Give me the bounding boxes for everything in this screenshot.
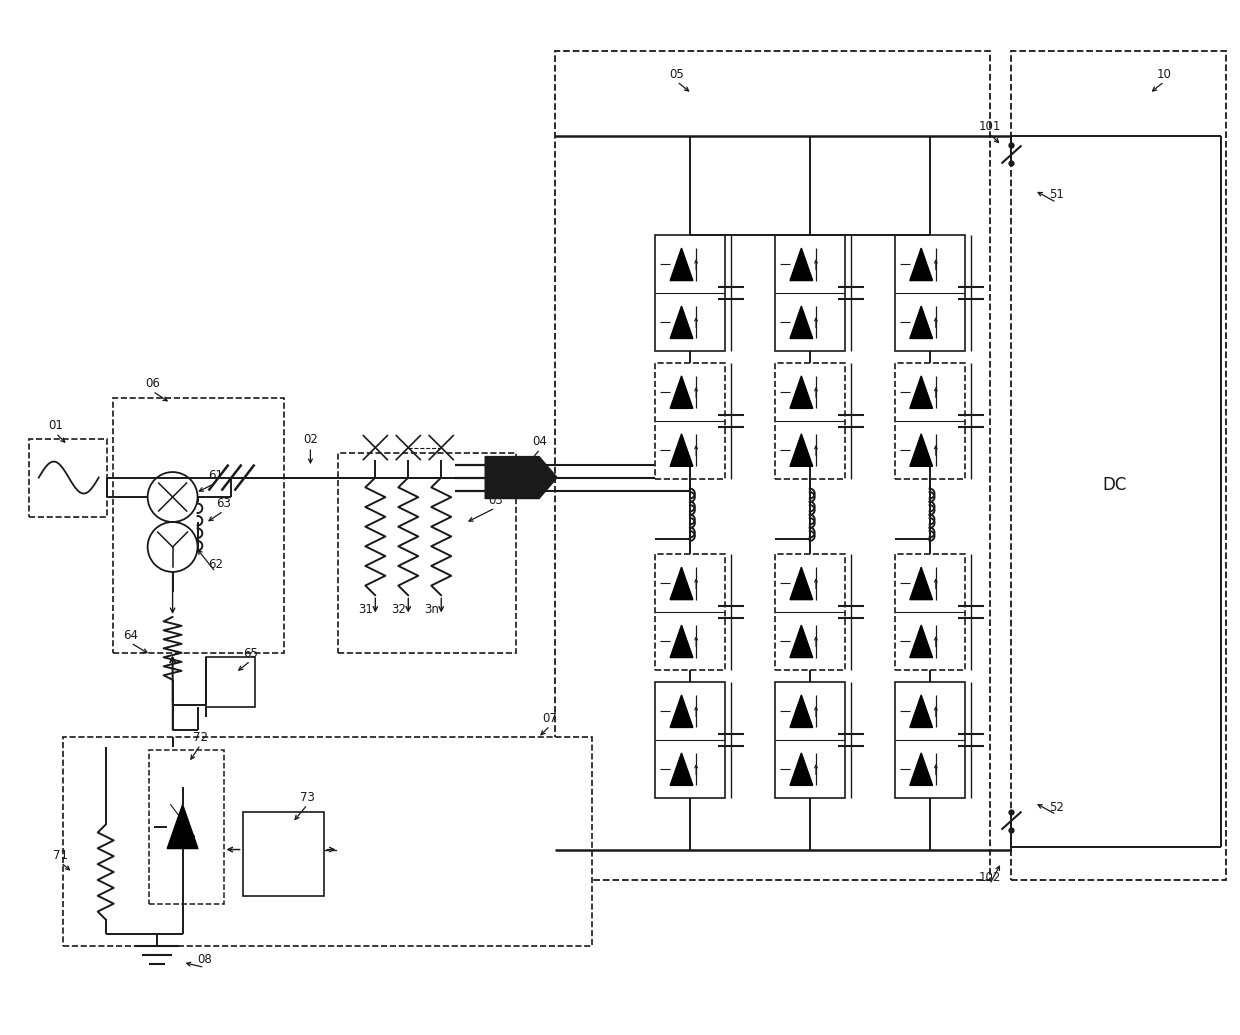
Bar xyxy=(655,363,725,479)
Text: 101: 101 xyxy=(978,119,1001,132)
Text: 07: 07 xyxy=(543,712,558,724)
Polygon shape xyxy=(910,376,932,409)
Polygon shape xyxy=(910,434,932,467)
Bar xyxy=(655,682,725,798)
Bar xyxy=(775,682,844,798)
Text: 61: 61 xyxy=(208,469,223,482)
Text: 62: 62 xyxy=(208,558,223,571)
Text: 31: 31 xyxy=(358,602,373,616)
Polygon shape xyxy=(670,696,693,728)
Bar xyxy=(775,555,844,671)
Text: 71: 71 xyxy=(53,849,68,861)
Bar xyxy=(655,555,725,671)
Polygon shape xyxy=(910,248,932,280)
Bar xyxy=(556,51,990,880)
Polygon shape xyxy=(670,306,693,338)
Bar xyxy=(775,235,844,351)
Polygon shape xyxy=(910,752,932,786)
Text: 01: 01 xyxy=(48,419,63,433)
Bar xyxy=(243,811,325,896)
Bar xyxy=(775,363,844,479)
Bar xyxy=(63,737,591,946)
Bar xyxy=(113,398,284,653)
Polygon shape xyxy=(670,625,693,657)
Polygon shape xyxy=(670,752,693,786)
Bar xyxy=(655,235,725,351)
Bar xyxy=(339,453,516,653)
Text: 3n: 3n xyxy=(424,602,439,616)
Polygon shape xyxy=(670,567,693,599)
Text: 63: 63 xyxy=(216,497,231,510)
Text: 05: 05 xyxy=(670,67,684,81)
Text: 102: 102 xyxy=(978,870,1001,884)
Text: 64: 64 xyxy=(123,629,138,642)
Polygon shape xyxy=(670,376,693,409)
Text: 72: 72 xyxy=(193,731,208,744)
Text: 08: 08 xyxy=(197,953,212,967)
Text: 06: 06 xyxy=(145,377,160,390)
Polygon shape xyxy=(790,567,812,599)
Bar xyxy=(894,235,965,351)
Text: 04: 04 xyxy=(533,435,548,448)
Bar xyxy=(894,363,965,479)
Bar xyxy=(149,749,223,905)
Polygon shape xyxy=(670,248,693,280)
Polygon shape xyxy=(167,804,198,849)
Polygon shape xyxy=(670,434,693,467)
Bar xyxy=(1012,51,1226,880)
FancyArrow shape xyxy=(485,456,557,499)
Text: 73: 73 xyxy=(300,791,315,803)
Polygon shape xyxy=(790,306,812,338)
Text: 32: 32 xyxy=(391,602,405,616)
Bar xyxy=(894,555,965,671)
Polygon shape xyxy=(790,434,812,467)
Text: 52: 52 xyxy=(1049,801,1064,814)
Polygon shape xyxy=(790,625,812,657)
Polygon shape xyxy=(790,248,812,280)
Polygon shape xyxy=(790,752,812,786)
Text: 65: 65 xyxy=(243,647,258,659)
Text: DC: DC xyxy=(1102,476,1126,494)
Polygon shape xyxy=(910,696,932,728)
Text: 51: 51 xyxy=(1049,188,1064,202)
Bar xyxy=(206,657,255,707)
Bar xyxy=(29,439,107,518)
Polygon shape xyxy=(790,696,812,728)
Polygon shape xyxy=(910,625,932,657)
Polygon shape xyxy=(910,567,932,599)
Polygon shape xyxy=(790,376,812,409)
Text: 03: 03 xyxy=(487,494,502,507)
Text: 10: 10 xyxy=(1157,67,1172,81)
Polygon shape xyxy=(910,306,932,338)
Text: 02: 02 xyxy=(303,433,317,446)
Bar xyxy=(894,682,965,798)
